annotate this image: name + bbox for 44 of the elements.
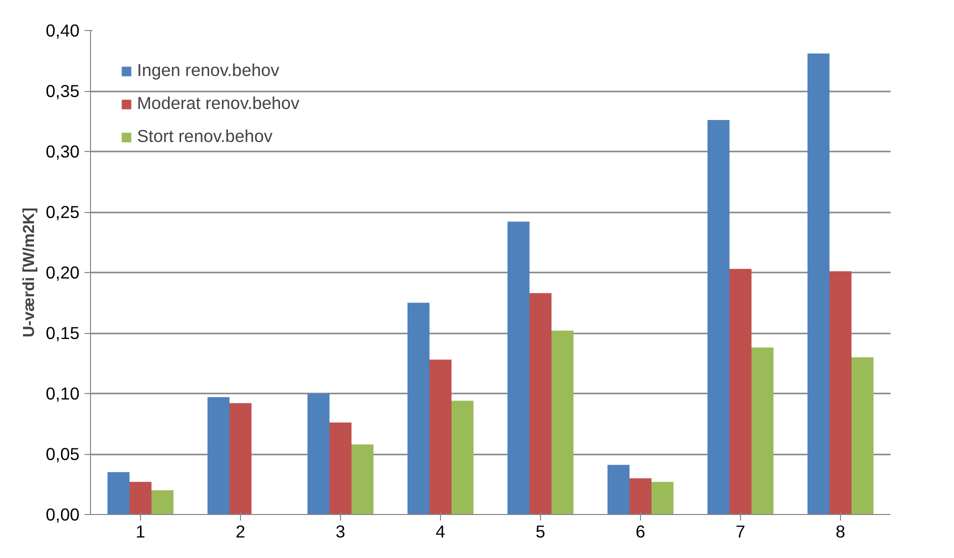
y-tick-label: 0,20 [46, 262, 80, 282]
x-tick-label: 6 [636, 522, 646, 542]
bar [808, 53, 830, 514]
bar [552, 330, 574, 514]
bar [208, 397, 230, 514]
x-tick-label: 2 [236, 522, 246, 542]
y-tick-label: 0,30 [46, 142, 80, 162]
bar [652, 482, 674, 514]
x-tick-label: 1 [136, 522, 146, 542]
x-tick-label: 5 [536, 522, 546, 542]
bar [408, 302, 430, 514]
bar [608, 464, 630, 514]
bar [430, 360, 452, 514]
bar [508, 222, 530, 514]
legend-label: Stort renov.behov [137, 126, 272, 147]
bar [852, 357, 874, 514]
x-tick-label: 4 [436, 522, 446, 542]
bar [108, 472, 130, 514]
bar [130, 482, 152, 514]
x-tick-label: 8 [836, 522, 846, 542]
y-tick-label: 0,00 [46, 504, 80, 524]
y-tick-label: 0,35 [46, 81, 80, 101]
bar [752, 348, 774, 514]
bar [708, 120, 730, 514]
legend-label: Ingen renov.behov [137, 60, 280, 81]
y-tick-label: 0,40 [46, 20, 80, 40]
bar [152, 490, 174, 514]
bar [230, 403, 252, 514]
y-tick-label: 0,05 [46, 444, 80, 464]
bar [452, 400, 474, 514]
x-tick-label: 7 [736, 522, 746, 542]
bar [530, 293, 552, 514]
bar [330, 422, 352, 514]
y-tick-label: 0,10 [46, 384, 80, 404]
bar [308, 394, 330, 514]
bar [730, 268, 752, 514]
y-tick-label: 0,15 [46, 323, 80, 343]
legend-label: Moderat renov.behov [137, 93, 300, 114]
x-tick-label: 3 [336, 522, 346, 542]
y-tick-label: 0,25 [46, 202, 80, 222]
bar [630, 478, 652, 514]
bar [352, 444, 374, 514]
bar [830, 271, 852, 514]
y-axis-title: U-værdi [W/m2K] [20, 208, 38, 338]
